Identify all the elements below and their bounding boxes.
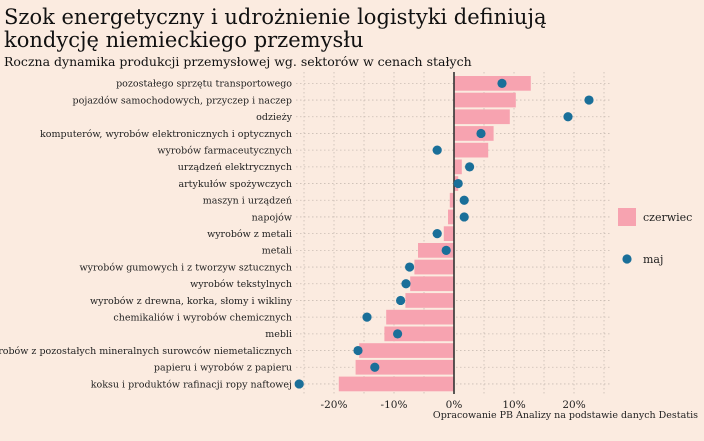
point-maj (294, 379, 304, 389)
category-label: chemikaliów i wyrobów chemicznych (113, 312, 292, 323)
point-maj (432, 229, 442, 239)
x-tick-label: 0% (446, 399, 463, 411)
point-maj (497, 78, 507, 88)
bar-czerwiec (448, 209, 454, 225)
chart-title: Szok energetyczny i udrożnienie logistyk… (4, 5, 547, 52)
category-label: wyrobów tekstylnych (190, 279, 292, 290)
bar-czerwiec (454, 109, 510, 125)
category-label: napojów (252, 212, 292, 223)
category-label: wyrobów farmaceutycznych (157, 145, 292, 156)
category-label: wyrobów gumowych i z tworzyw sztucznych (80, 262, 292, 273)
bar-czerwiec (414, 259, 454, 275)
source-caption: Opracowanie PB Analizy na podstawie dany… (432, 410, 698, 421)
category-label: pojazdów samochodowych, przyczep i nacze… (73, 95, 292, 106)
bar-czerwiec (449, 192, 454, 208)
legend-swatch-maj (622, 254, 632, 264)
point-maj (393, 329, 403, 339)
x-tick-label: -10% (381, 399, 408, 411)
category-label: odzieży (256, 112, 292, 123)
bar-czerwiec (454, 126, 494, 141)
bar-czerwiec (359, 343, 454, 358)
category-label: wyrobów z drewna, korka, słomy i wikliny (90, 296, 293, 307)
category-label: papieru i wyrobów z papieru (154, 363, 292, 374)
category-label: koksu i produktów rafinacji ropy naftowe… (91, 379, 292, 390)
point-maj (465, 162, 475, 172)
bar-czerwiec (405, 293, 454, 308)
legend-swatch-czerwiec (618, 208, 636, 226)
bar-czerwiec (454, 92, 516, 108)
grid (296, 72, 612, 394)
bar-czerwiec (338, 376, 454, 392)
category-label: maszyn i urządzeń (203, 196, 292, 207)
bar-czerwiec (454, 159, 462, 175)
point-maj (362, 312, 372, 322)
legend: czerwiec maj (618, 208, 692, 266)
point-maj (396, 295, 406, 306)
x-tick-label: 20% (562, 399, 585, 411)
point-series (294, 78, 594, 389)
bar-czerwiec (454, 76, 531, 91)
point-maj (563, 112, 573, 122)
x-tick-label: 10% (502, 399, 525, 411)
bar-czerwiec (443, 226, 454, 241)
category-label: artykułów spożywczych (178, 179, 292, 190)
point-maj (459, 195, 469, 205)
legend-label-czerwiec: czerwiec (643, 211, 692, 224)
bar-czerwiec (384, 326, 454, 342)
point-maj (405, 262, 415, 272)
point-maj (353, 345, 363, 356)
category-label: mebli (265, 329, 292, 340)
bar-czerwiec (355, 359, 454, 375)
category-label: metali (262, 246, 292, 257)
category-label: wyrobów z metali (207, 229, 292, 240)
category-label: wyrobów z pozostałych mineralnych surowc… (0, 346, 292, 357)
category-label: komputerów, wyrobów elektronicznych i op… (40, 129, 292, 140)
category-label: urządzeń elektrycznych (178, 162, 292, 173)
point-maj (401, 279, 411, 289)
bar-czerwiec (410, 276, 454, 292)
legend-label-maj: maj (643, 253, 663, 266)
x-axis-ticks: -20% -10% 0% 10% 20% (321, 399, 586, 411)
point-maj (432, 145, 442, 155)
point-maj (453, 178, 463, 189)
category-labels: pozostałego sprzętu transportowego pojazd… (0, 79, 293, 391)
point-maj (441, 245, 451, 255)
point-maj (476, 128, 486, 139)
point-maj (459, 212, 469, 222)
x-tick-label: -20% (321, 399, 348, 411)
category-label: pozostałego sprzętu transportowego (116, 79, 292, 90)
chart-subtitle: Roczna dynamika produkcji przemysłowej w… (4, 54, 472, 69)
point-maj (370, 362, 380, 372)
bar-czerwiec (386, 309, 454, 325)
point-maj (584, 95, 594, 105)
bar-czerwiec (454, 142, 489, 158)
